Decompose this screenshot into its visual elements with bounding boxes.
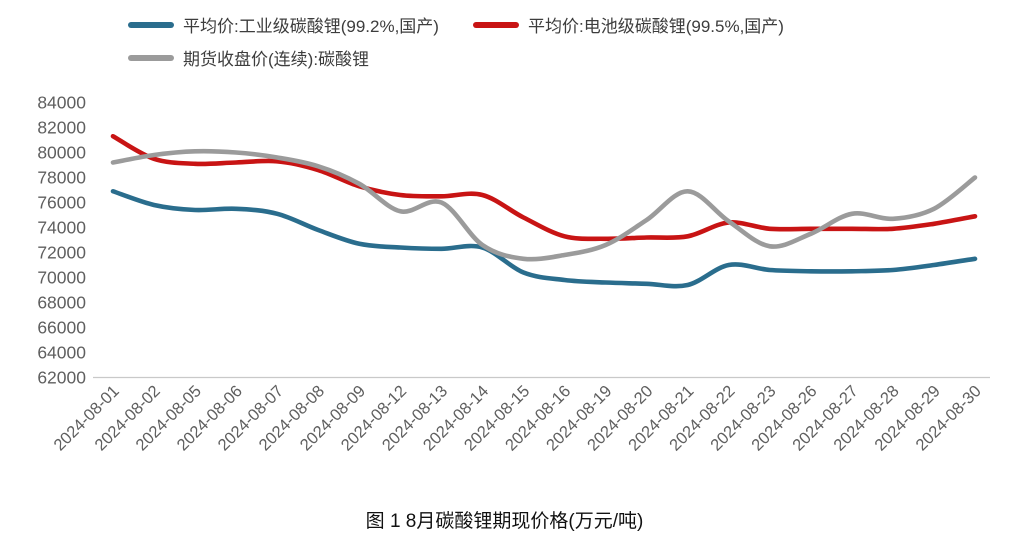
series-line-futures xyxy=(110,148,978,262)
series-line-industrial xyxy=(110,188,978,289)
y-axis-tick-label: 84000 xyxy=(37,93,86,113)
legend-label: 平均价:工业级碳酸锂(99.2%,国产) xyxy=(183,17,439,36)
legend-row: 期货收盘价(连续):碳酸锂 xyxy=(128,45,784,70)
legend-item: 平均价:电池级碳酸锂(99.5%,国产) xyxy=(472,12,784,37)
y-axis-tick-label: 78000 xyxy=(37,168,86,188)
y-axis-tick-label: 68000 xyxy=(37,293,86,313)
legend-label: 平均价:电池级碳酸锂(99.5%,国产) xyxy=(527,17,784,36)
y-axis-tick-label: 72000 xyxy=(37,243,86,263)
chart-caption: 图 1 8月碳酸锂期现价格(万元/吨) xyxy=(365,511,644,532)
y-axis-tick-label: 82000 xyxy=(37,118,86,138)
legend-line-swatch xyxy=(128,21,174,28)
chart-legend: 平均价:工业级碳酸锂(99.2%,国产) 平均价:电池级碳酸锂(99.5%,国产)… xyxy=(128,12,784,70)
legend-item: 期货收盘价(连续):碳酸锂 xyxy=(128,45,369,70)
legend-item: 平均价:工业级碳酸锂(99.2%,国产) xyxy=(128,12,439,37)
legend-row: 平均价:工业级碳酸锂(99.2%,国产) 平均价:电池级碳酸锂(99.5%,国产) xyxy=(128,12,784,37)
legend-line-swatch xyxy=(128,54,174,61)
y-axis-tick-label: 76000 xyxy=(37,193,86,213)
y-axis-tick-label: 66000 xyxy=(37,318,86,338)
y-axis-tick-label: 80000 xyxy=(37,143,86,163)
legend-line-swatch xyxy=(472,21,519,28)
y-axis-tick-label: 64000 xyxy=(37,343,86,363)
y-axis-tick-label: 70000 xyxy=(37,268,86,288)
series-line-battery xyxy=(110,133,978,242)
y-axis-tick-label: 74000 xyxy=(37,218,86,238)
legend-label: 期货收盘价(连续):碳酸锂 xyxy=(183,50,370,69)
y-axis-tick-label: 62000 xyxy=(37,368,86,388)
